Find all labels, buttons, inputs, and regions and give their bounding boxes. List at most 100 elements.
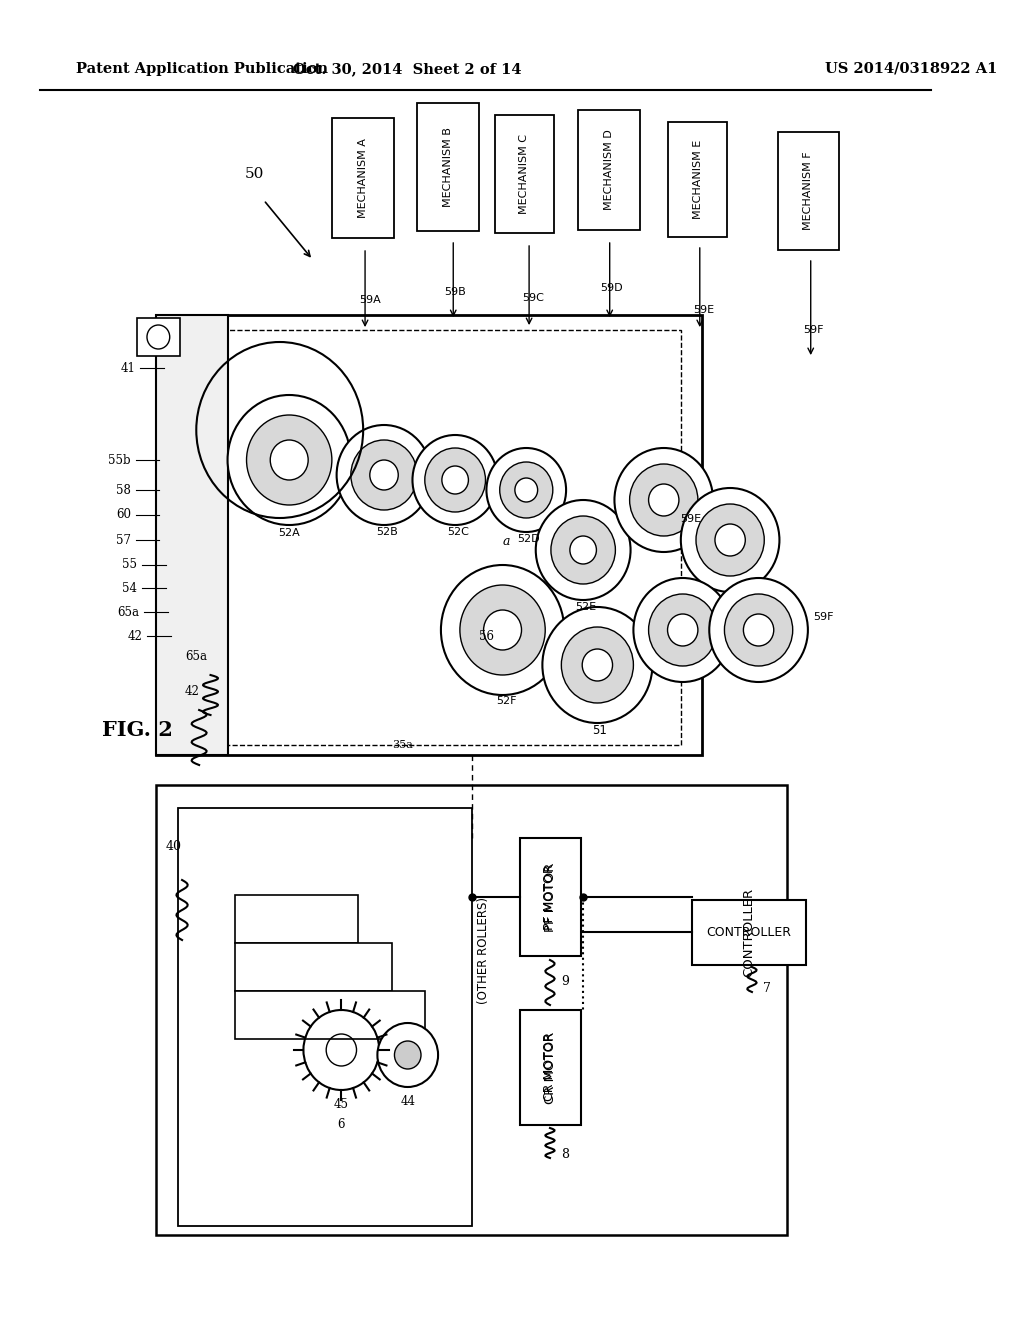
Circle shape — [394, 1041, 421, 1069]
Text: MECHANISM A: MECHANISM A — [357, 139, 368, 218]
Text: MECHANISM C: MECHANISM C — [519, 135, 529, 214]
Text: MECHANISM B: MECHANISM B — [443, 127, 453, 207]
Circle shape — [536, 500, 631, 601]
Circle shape — [247, 414, 332, 506]
Text: 35a: 35a — [392, 741, 414, 750]
Circle shape — [570, 536, 596, 564]
Circle shape — [696, 504, 764, 576]
Circle shape — [227, 395, 351, 525]
Circle shape — [724, 594, 793, 667]
Text: FIG. 2: FIG. 2 — [102, 719, 173, 741]
Bar — [495, 115, 554, 234]
Circle shape — [500, 462, 553, 517]
Circle shape — [583, 649, 612, 681]
Circle shape — [681, 488, 779, 591]
Text: 55b: 55b — [109, 454, 131, 466]
Text: 51: 51 — [592, 723, 606, 737]
Circle shape — [630, 465, 698, 536]
Text: 58: 58 — [116, 483, 131, 496]
Text: 9: 9 — [561, 975, 569, 987]
Text: a: a — [503, 535, 510, 548]
Circle shape — [648, 594, 717, 667]
Bar — [332, 117, 393, 238]
Text: (OTHER ROLLERS): (OTHER ROLLERS) — [477, 896, 490, 1003]
Text: US 2014/0318922 A1: US 2014/0318922 A1 — [825, 62, 997, 77]
Text: MECHANISM F: MECHANISM F — [804, 152, 813, 230]
Text: CR MOTOR: CR MOTOR — [544, 1032, 556, 1101]
Circle shape — [483, 610, 521, 649]
Text: 55: 55 — [123, 558, 137, 572]
Bar — [178, 330, 681, 744]
Text: 59B: 59B — [444, 286, 466, 297]
Bar — [137, 318, 180, 356]
Text: 52D: 52D — [517, 535, 540, 544]
Bar — [236, 895, 358, 942]
Text: 54: 54 — [123, 582, 137, 594]
Text: 52E: 52E — [575, 602, 597, 612]
Text: 6: 6 — [338, 1118, 345, 1131]
Circle shape — [561, 627, 634, 704]
Circle shape — [425, 447, 485, 512]
Circle shape — [551, 516, 615, 583]
Text: 59C: 59C — [522, 293, 544, 304]
Bar — [777, 132, 840, 249]
Bar — [157, 785, 787, 1236]
Text: 65a: 65a — [185, 649, 207, 663]
Circle shape — [460, 585, 545, 675]
Bar — [669, 121, 727, 238]
Circle shape — [515, 478, 538, 502]
Circle shape — [442, 466, 468, 494]
Text: 42: 42 — [127, 630, 142, 643]
Text: 42: 42 — [185, 685, 200, 698]
Circle shape — [378, 1023, 438, 1086]
Text: 40: 40 — [166, 840, 182, 853]
Bar — [519, 1010, 582, 1125]
Text: 41: 41 — [121, 362, 135, 375]
Circle shape — [543, 607, 652, 723]
Text: 52F: 52F — [496, 696, 516, 706]
Text: PF MOTOR: PF MOTOR — [544, 865, 556, 929]
Bar — [579, 110, 640, 230]
Bar — [417, 103, 479, 231]
Text: 57: 57 — [116, 533, 131, 546]
Text: 56: 56 — [479, 630, 494, 643]
Circle shape — [486, 447, 566, 532]
Bar — [519, 838, 582, 956]
Circle shape — [614, 447, 713, 552]
Circle shape — [351, 440, 417, 510]
Bar — [692, 900, 806, 965]
Text: 44: 44 — [400, 1096, 416, 1107]
Text: CONTROLLER: CONTROLLER — [707, 925, 792, 939]
Text: MECHANISM D: MECHANISM D — [604, 129, 614, 210]
Bar — [236, 991, 425, 1039]
Circle shape — [413, 436, 498, 525]
Text: 52B: 52B — [376, 527, 397, 537]
Text: Patent Application Publication: Patent Application Publication — [76, 62, 328, 77]
Text: CR MOTOR: CR MOTOR — [544, 1031, 557, 1104]
Text: PF MOTOR: PF MOTOR — [544, 863, 557, 932]
Circle shape — [743, 614, 774, 645]
Text: 50: 50 — [245, 168, 264, 181]
Text: MECHANISM E: MECHANISM E — [693, 140, 702, 219]
Text: 45: 45 — [334, 1098, 349, 1111]
Circle shape — [441, 565, 564, 696]
Circle shape — [370, 459, 398, 490]
Text: Oct. 30, 2014  Sheet 2 of 14: Oct. 30, 2014 Sheet 2 of 14 — [294, 62, 522, 77]
Text: 59E: 59E — [693, 305, 714, 315]
Circle shape — [337, 425, 431, 525]
Circle shape — [710, 578, 808, 682]
Text: CONTROLLER: CONTROLLER — [742, 888, 756, 977]
Text: 59F: 59F — [814, 612, 835, 622]
Text: 52A: 52A — [279, 528, 300, 539]
Bar — [236, 942, 391, 991]
Text: 59F: 59F — [803, 325, 824, 335]
Text: 65a: 65a — [118, 606, 139, 619]
Text: 8: 8 — [561, 1148, 569, 1162]
Text: 60: 60 — [116, 508, 131, 521]
Circle shape — [634, 578, 732, 682]
Text: 52C: 52C — [447, 527, 469, 537]
Circle shape — [648, 484, 679, 516]
Text: 7: 7 — [763, 982, 771, 995]
Text: 59E: 59E — [681, 513, 701, 524]
Bar — [157, 315, 227, 755]
